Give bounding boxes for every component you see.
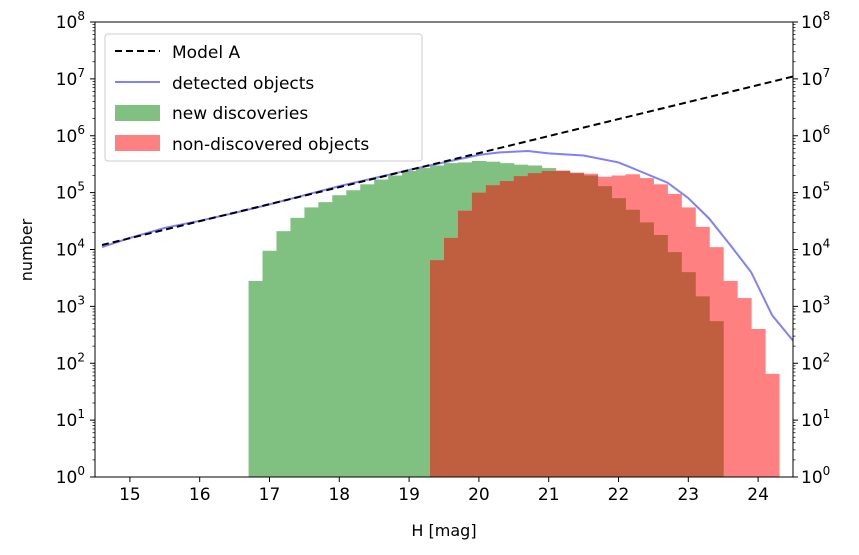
new-discoveries-bar xyxy=(416,168,431,477)
y-tick-label-left: 100 xyxy=(56,464,85,488)
y-tick-label-left: 107 xyxy=(56,66,85,90)
legend-new-label: new discoveries xyxy=(172,104,308,124)
overlap-bars xyxy=(430,171,724,478)
y-tick-label-left: 106 xyxy=(56,123,85,147)
new-discoveries-bar xyxy=(290,217,305,477)
overlap-bar xyxy=(471,192,487,477)
y-tick-label-left: 108 xyxy=(56,9,85,33)
x-tick-label: 22 xyxy=(608,485,630,505)
overlap-bar xyxy=(513,176,529,478)
new-discoveries-bar xyxy=(388,175,403,478)
legend-detected-label: detected objects xyxy=(172,74,314,94)
new-discoveries-bar xyxy=(374,179,389,477)
x-tick-label: 19 xyxy=(398,485,420,505)
x-tick-label: 16 xyxy=(189,485,211,505)
x-axis-ticks: 15 16 17 18 19 20 21 22 23 24 xyxy=(119,477,769,505)
legend: Model A detected objects new discoveries… xyxy=(104,33,423,162)
y-tick-label-right: 106 xyxy=(801,123,830,147)
new-discoveries-bar xyxy=(248,280,264,477)
x-tick-label: 15 xyxy=(119,485,141,505)
overlap-bar xyxy=(639,222,654,477)
x-axis-label: H [mag] xyxy=(411,521,476,540)
overlap-bar xyxy=(653,234,668,477)
overlap-bar xyxy=(681,272,696,477)
new-discoveries-bar xyxy=(304,207,319,477)
x-tick-label: 18 xyxy=(328,485,350,505)
overlap-bar xyxy=(597,186,613,477)
y-tick-label-left: 103 xyxy=(56,293,85,317)
overlap-bar xyxy=(695,296,710,477)
legend-model-label: Model A xyxy=(172,43,240,63)
legend-non-swatch xyxy=(115,135,160,151)
y-tick-label-left: 101 xyxy=(56,407,85,431)
new-discoveries-bar xyxy=(332,195,347,477)
overlap-bar xyxy=(555,171,571,477)
x-tick-label: 20 xyxy=(468,485,490,505)
y-tick-label-right: 103 xyxy=(801,293,830,317)
overlap-bar xyxy=(430,260,445,477)
y-tick-label-right: 108 xyxy=(801,9,830,33)
overlap-bar xyxy=(625,209,640,477)
x-tick-label: 24 xyxy=(747,485,769,505)
x-tick-label: 17 xyxy=(259,485,281,505)
overlap-bar xyxy=(444,237,459,477)
y-tick-label-left: 102 xyxy=(56,350,85,374)
overlap-bar xyxy=(457,210,473,478)
overlap-bar xyxy=(527,173,543,477)
overlap-bar xyxy=(485,185,501,477)
non-discovered-bar xyxy=(765,373,780,477)
overlap-bar xyxy=(611,198,626,477)
new-discoveries-bar xyxy=(346,190,361,477)
y-tick-label-right: 100 xyxy=(801,464,830,488)
y-tick-label-right: 104 xyxy=(801,237,830,261)
legend-new-swatch xyxy=(115,105,160,121)
new-discoveries-bar xyxy=(262,250,277,477)
non-discovered-bar xyxy=(723,280,738,477)
y-tick-label-left: 105 xyxy=(56,180,85,204)
overlap-bar xyxy=(667,252,682,477)
new-discoveries-bar xyxy=(360,184,375,477)
new-discoveries-bar xyxy=(276,231,291,477)
new-discoveries-bar xyxy=(318,202,333,477)
non-discovered-bar xyxy=(751,329,766,477)
x-tick-label: 23 xyxy=(677,485,699,505)
y-tick-label-left: 104 xyxy=(56,237,85,261)
y-tick-label-right: 105 xyxy=(801,180,830,204)
overlap-bar xyxy=(499,181,515,477)
overlap-bar xyxy=(541,171,557,477)
overlap-bar xyxy=(569,173,585,477)
y-tick-label-right: 107 xyxy=(801,66,830,90)
new-discoveries-bar xyxy=(402,171,417,477)
y-tick-label-right: 102 xyxy=(801,350,830,374)
y-tick-label-right: 101 xyxy=(801,407,830,431)
model-a-line xyxy=(101,75,794,246)
overlap-bar xyxy=(709,321,724,477)
legend-non-label: non-discovered objects xyxy=(172,135,369,155)
non-discovered-bar xyxy=(737,298,752,477)
legend-box xyxy=(104,33,423,162)
x-tick-label: 21 xyxy=(538,485,560,505)
y-axis-ticks: 100 100 101 101 102 102 103 103 104 104 105 105 106 1… xyxy=(56,9,831,488)
overlap-bar xyxy=(583,175,599,478)
y-axis-label: number xyxy=(17,218,36,281)
